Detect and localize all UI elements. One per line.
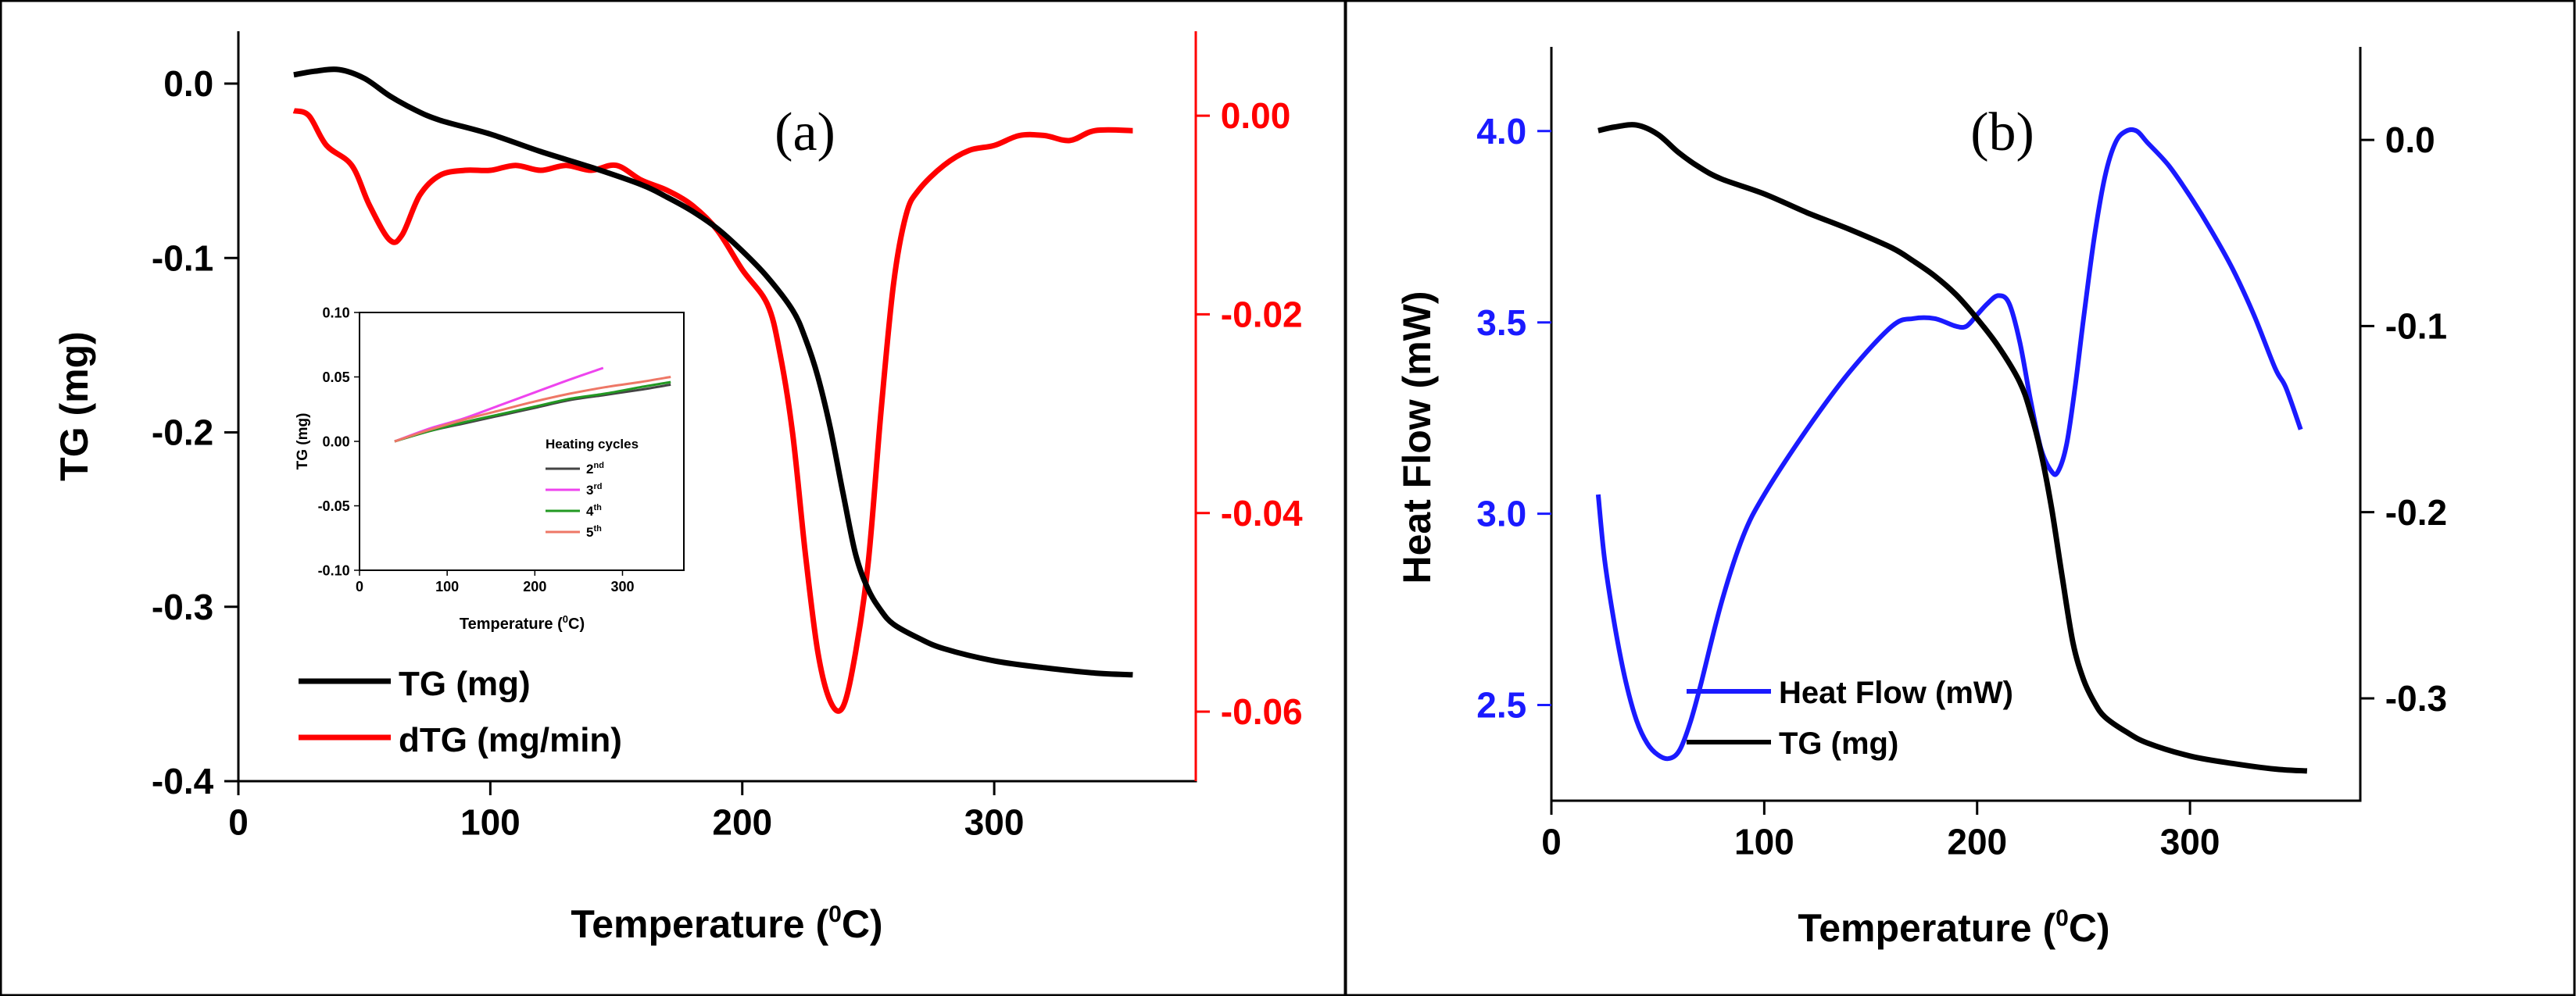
panel-a-y-tick-label: -0.3 <box>152 587 213 627</box>
inset-x-tick-label: 100 <box>435 579 459 594</box>
panel-a-legend-label-tg: TG (mg) <box>399 665 531 703</box>
panel-a-y-ticks: -0.4 -0.3 -0.2 -0.1 0.0 <box>152 63 238 801</box>
heat-flow-series-line <box>1595 127 2303 762</box>
inset-legend-label: 2nd <box>586 461 604 477</box>
tg-series-line <box>293 66 1133 678</box>
panel-a-y-tick-label: 0.0 <box>163 63 213 104</box>
inset-y-tick-label: 0.00 <box>323 434 350 449</box>
panel-a-y2-ticks: -0.06 -0.04 -0.02 0.00 <box>1196 95 1303 732</box>
panel-a-y2-tick-label: -0.04 <box>1221 493 1303 534</box>
panel-a-y-tick-label: -0.4 <box>152 761 214 801</box>
inset-y-tick-label: -0.10 <box>318 562 350 578</box>
inset-series-line-3rd <box>394 366 604 443</box>
panel-b-x-tick-label: 0 <box>1541 822 1562 862</box>
panel-a-y2-tick-label: 0.00 <box>1221 95 1291 136</box>
panel-a-title: (a) <box>775 102 835 162</box>
panel-b-title: (b) <box>1970 102 2034 162</box>
panel-b-y2-tick-label: -0.3 <box>2385 678 2447 719</box>
panel-b: 0 100 200 300 2.53.03.54.0 -0.3-0.2-0.10.0 … <box>1395 47 2447 950</box>
inset-y-tick-label: 0.05 <box>323 369 350 385</box>
panel-b-y-tick-label: 3.0 <box>1476 494 1526 534</box>
inset-y-tick-label: -0.05 <box>318 498 350 514</box>
panel-b-y2-tick-label: -0.2 <box>2385 492 2447 533</box>
panel-b-y-axis-title: Heat Flow (mW) <box>1395 291 1439 584</box>
inset-y-tick-label: 0.10 <box>323 305 350 320</box>
panel-b-legend-label-tg: TG (mg) <box>1779 726 1898 761</box>
panel-b-x-tick-label: 200 <box>1947 822 2007 862</box>
panel-a-x-axis-title: Temperature (0C) <box>571 901 882 946</box>
panel-b-legend: Heat Flow (mW) TG (mg) <box>1687 676 2013 761</box>
inset-legend-label: 5th <box>586 524 602 540</box>
panel-b-border <box>1344 0 2576 996</box>
inset-series-line-4th <box>394 380 671 443</box>
panel-b-series <box>1595 122 2308 774</box>
panel-a-x-tick-label: 300 <box>964 802 1025 843</box>
panel-b-y2-ticks: -0.3 -0.2 -0.1 0.0 <box>2360 120 2447 719</box>
panel-b-y-ticks: 2.5 3.0 3.5 4.0 <box>1476 111 1551 726</box>
panel-a-x-tick-label: 200 <box>712 802 772 843</box>
panel-b-y2-tick-label: -0.1 <box>2385 306 2447 347</box>
panel-b-y-tick-label: 3.5 <box>1476 302 1526 343</box>
inset-legend-title: Heating cycles <box>546 437 639 452</box>
inset-legend-label: 4th <box>586 503 602 519</box>
inset-x-axis-title: Temperature (0C) <box>460 613 585 633</box>
panel-b-x-ticks: 0 100 200 300 <box>1541 801 2220 862</box>
panel-a-series <box>292 66 1133 714</box>
inset-series-line-5th <box>394 376 671 443</box>
inset-frame <box>359 312 685 571</box>
panel-a-inset: 0 100 200 300 -0.10 -0.05 0.00 0.05 0.10 TG (mg… <box>295 305 685 633</box>
panel-b-y-tick-label: 2.5 <box>1476 685 1526 726</box>
panel-a-x-tick-label: 0 <box>228 802 249 843</box>
panel-a: 0 100 200 300 -0.4-0.3-0.2-0.10.0 -0.06-0.0… <box>52 31 1303 946</box>
panel-a-y2-tick-label: -0.06 <box>1221 691 1303 732</box>
panel-a-y-axis-title: TG (mg) <box>52 331 96 481</box>
inset-y-ticks: -0.10 -0.05 0.00 0.05 0.10 <box>318 305 360 578</box>
panel-a-y-tick-label: -0.2 <box>152 412 213 453</box>
inset-x-tick-label: 200 <box>523 579 546 594</box>
panel-a-y2-tick-label: -0.02 <box>1221 294 1303 334</box>
inset-series <box>394 366 671 443</box>
panel-a-x-tick-label: 100 <box>460 802 521 843</box>
panel-a-legend: TG (mg) dTG (mg/min) <box>299 665 622 759</box>
panel-b-y2-tick-label: 0.0 <box>2385 120 2435 160</box>
inset-y-axis-title: TG (mg) <box>295 413 311 470</box>
inset-x-ticks: 0 100 200 300 <box>356 570 635 594</box>
panel-b-x-axis-title: Temperature (0C) <box>1798 905 2109 950</box>
panel-a-x-ticks: 0 100 200 300 <box>228 781 1024 843</box>
panel-b-axis-frame <box>1550 47 2362 802</box>
dtg-series-line <box>292 108 1133 714</box>
panel-b-legend-label-heat-flow: Heat Flow (mW) <box>1779 676 2013 710</box>
inset-x-tick-label: 300 <box>610 579 634 594</box>
inset-legend: 2nd 3rd 4th 5th <box>546 461 604 540</box>
inset-x-tick-label: 0 <box>356 579 363 594</box>
panel-a-legend-label-dtg: dTG (mg/min) <box>399 721 622 759</box>
panel-a-y-tick-label: -0.1 <box>152 237 213 278</box>
tg-series-line-b <box>1597 122 2308 774</box>
panel-b-x-tick-label: 300 <box>2160 822 2220 862</box>
panel-b-y-tick-label: 4.0 <box>1476 111 1526 152</box>
inset-legend-label: 3rd <box>586 482 602 498</box>
panel-b-x-tick-label: 100 <box>1734 822 1794 862</box>
